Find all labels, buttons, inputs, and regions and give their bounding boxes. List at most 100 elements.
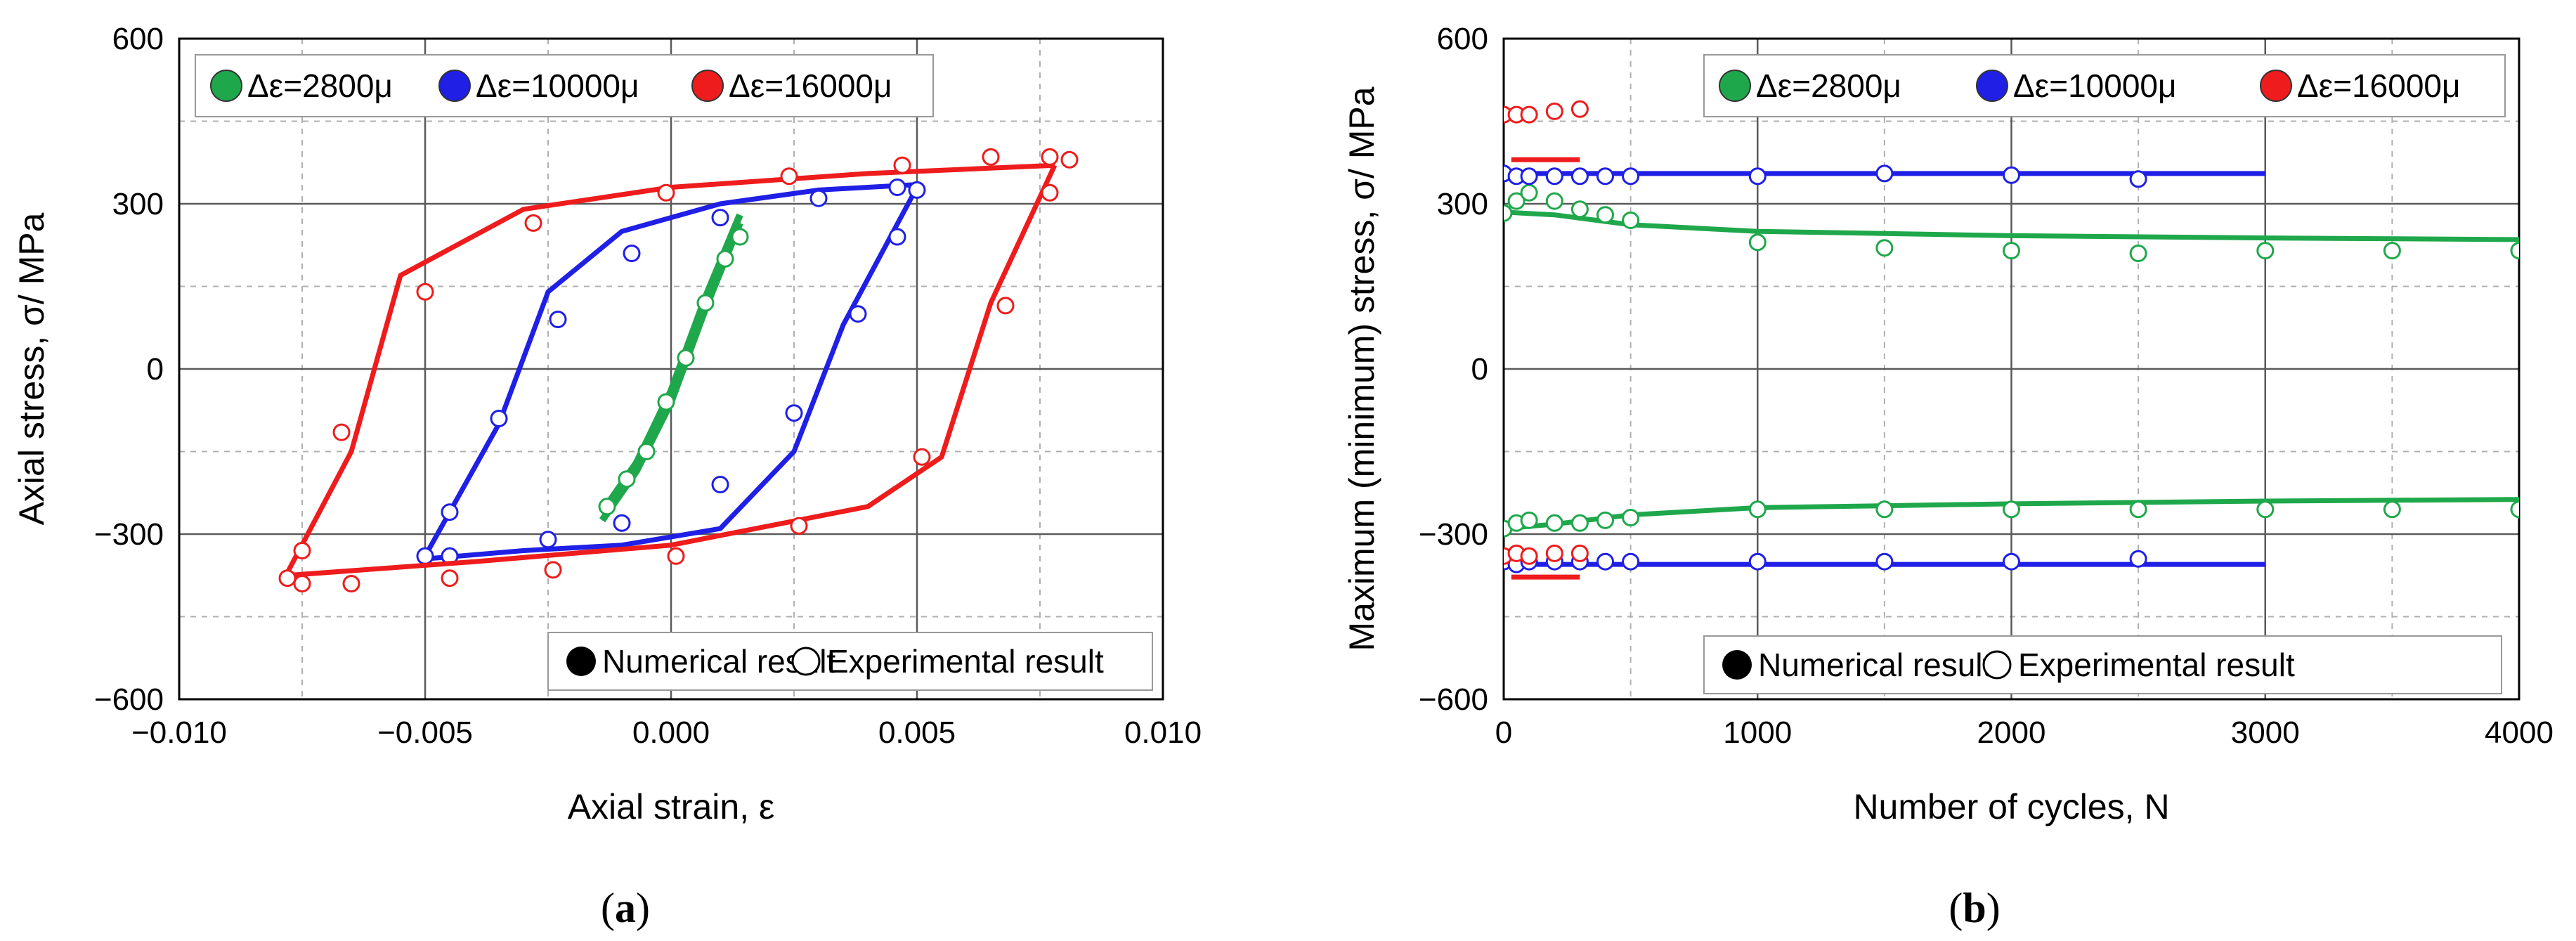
panel-caption: (a) [601, 885, 650, 931]
numerical-curve-line [1504, 209, 2519, 242]
legend-marker-red [2260, 70, 2292, 102]
numerical-loop-lower-line [424, 186, 920, 562]
experimental-point [2003, 552, 2020, 571]
experimental-point [888, 179, 906, 196]
experimental-point [441, 569, 459, 588]
experimental-point [849, 305, 867, 323]
experimental-point [1507, 192, 1526, 210]
y-tick-label: 300 [112, 187, 164, 221]
experimental-point [790, 517, 808, 535]
experimental-point [888, 228, 906, 246]
experimental-point [1545, 167, 1563, 186]
x-tick-label: 4000 [2485, 715, 2554, 750]
experimental-point [913, 448, 931, 466]
y-tick-label: 300 [1437, 187, 1488, 221]
legend-numerical-label: Numerical result [1758, 647, 1992, 683]
experimental-point [893, 156, 911, 174]
experimental-point [2003, 242, 2020, 260]
experimental-point [1060, 150, 1079, 169]
legend-open-marker [1982, 650, 2012, 680]
legend-marker-red [691, 70, 724, 102]
caption-close-paren: ) [636, 885, 650, 931]
experimental-point [1875, 552, 1894, 571]
series-legend-box [195, 54, 934, 117]
experimental-point [416, 283, 434, 301]
legend-filled-marker [1722, 650, 1752, 680]
experimental-point [2383, 500, 2401, 519]
experimental-point [441, 503, 459, 521]
experimental-point [2510, 500, 2519, 519]
style-legend-box [1703, 635, 2502, 694]
experimental-point [1596, 511, 1614, 529]
legend-label-blue: Δε=10000μ [476, 67, 639, 104]
legend-label-blue: Δε=10000μ [2013, 67, 2177, 104]
experimental-point [332, 423, 351, 441]
experimental-point [716, 249, 734, 268]
caption-close-paren: ) [1986, 885, 2001, 931]
y-tick-label: −300 [1419, 517, 1488, 552]
experimental-point [1622, 167, 1640, 186]
experimental-point [598, 498, 616, 516]
experimental-point [1520, 167, 1538, 186]
experimental-point [1875, 500, 1894, 519]
y-tick-label: −300 [94, 517, 164, 552]
experimental-point [1875, 239, 1894, 257]
experimental-point [2003, 500, 2020, 519]
data-layer [1504, 100, 2519, 580]
experimental-point [544, 561, 562, 579]
experimental-point [1875, 164, 1894, 183]
y-tick-label: 0 [1471, 352, 1488, 387]
experimental-point [1748, 167, 1767, 186]
numerical-loop-lower-line [287, 164, 1058, 578]
chart-a-strain-stress: −0.010 −0.005 0.000 0.005 0.010 −600 −300 0 300 6… [12, 22, 1202, 931]
x-tick-label: 0.005 [878, 715, 956, 750]
experimental-point [1520, 183, 1538, 202]
experimental-point [2383, 242, 2401, 260]
panel-caption: (b) [1949, 885, 2000, 931]
experimental-point [667, 547, 685, 565]
legend-experimental-label: Experimental result [2018, 647, 2295, 683]
experimental-point [785, 404, 803, 422]
experimental-point [293, 575, 311, 592]
plot-frame [178, 37, 1164, 701]
experimental-point [2129, 550, 2147, 568]
x-axis-label: Number of cycles, N [1853, 787, 2169, 826]
experimental-point [2003, 166, 2020, 184]
x-tick-label: 0 [1495, 715, 1512, 750]
experimental-point [1041, 148, 1059, 166]
legend-label-red: Δε=16000μ [729, 67, 892, 104]
experimental-point [1748, 552, 1767, 571]
experimental-point [1520, 511, 1538, 529]
caption-open-paren: ( [601, 885, 615, 931]
experimental-point [1596, 206, 1614, 224]
experimental-point [2129, 500, 2147, 519]
style-legend-box [547, 632, 1153, 691]
experimental-point [996, 297, 1015, 315]
experimental-point [1596, 167, 1614, 186]
x-tick-label: 1000 [1723, 715, 1792, 750]
experimental-point [2256, 500, 2275, 519]
experimental-point [278, 569, 297, 588]
experimental-point [539, 531, 557, 549]
experimental-point [657, 393, 675, 411]
legend-label-green: Δε=2800μ [1756, 67, 1901, 104]
caption-letter: a [615, 885, 636, 931]
legend-marker-blue [1976, 70, 2008, 102]
experimental-point [1504, 204, 1513, 222]
experimental-point [1545, 544, 1563, 562]
plot-frame [1502, 37, 2520, 701]
experimental-point [1520, 547, 1538, 565]
series-legend-box [1703, 54, 2506, 117]
x-tick-label: −0.010 [131, 715, 227, 750]
experimental-point [1748, 233, 1767, 252]
x-tick-label: 3000 [2231, 715, 2300, 750]
y-tick-label: −600 [94, 682, 164, 717]
x-tick-label: −0.005 [377, 715, 473, 750]
experimental-point [549, 311, 567, 328]
experimental-point [2129, 245, 2147, 262]
experimental-point [657, 183, 675, 202]
y-axis-label: Axial stress, σ/ MPa [12, 212, 51, 525]
caption-open-paren: ( [1949, 885, 1963, 931]
